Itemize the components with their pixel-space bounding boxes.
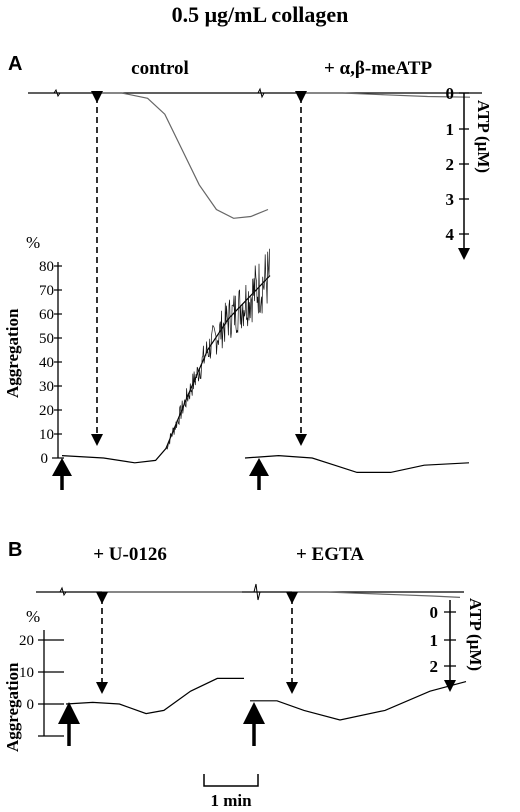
svg-text:50: 50 xyxy=(39,331,54,347)
panel-b-aggregation-trace-u0126 xyxy=(65,677,244,715)
panel-a-aggregation-unit: % xyxy=(26,233,40,252)
svg-text:4: 4 xyxy=(446,225,455,244)
panel-b-collagen-arrow-u0126 xyxy=(58,702,80,746)
panel-a-atp-tick: 4 xyxy=(446,225,469,244)
panel-b-aggregation-unit: % xyxy=(26,607,40,626)
panel-b-atp-trace-egta xyxy=(292,591,461,598)
panel-a-condition-right: + α,β-meATP xyxy=(324,58,433,79)
panel-b-atp-injection-artifact-right xyxy=(253,583,261,601)
panel-a-aggregation-axis-label: Aggregation xyxy=(3,308,22,398)
panel-b-aggregation-tick: 20 xyxy=(19,633,64,649)
svg-text:20: 20 xyxy=(39,403,54,419)
panel-a-aggregation-tick: 70 xyxy=(39,283,62,299)
panel-a-label: A xyxy=(8,53,22,75)
panel-a-aggregation-trace-meatp xyxy=(244,454,470,473)
panel-b-collagen-arrow-egta xyxy=(243,702,265,746)
panel-a-atp-axis-label: ATP (μM) xyxy=(474,100,493,173)
panel-a-atp-trace-meatp xyxy=(300,92,471,98)
panel-a-atp-trace-control xyxy=(96,92,269,219)
panel-a-aggregation-tick: 60 xyxy=(39,307,62,323)
panel-b-atp-tick: 0 xyxy=(430,603,456,622)
svg-text:2: 2 xyxy=(430,657,439,676)
svg-text:0: 0 xyxy=(446,84,455,103)
svg-text:1: 1 xyxy=(430,631,439,650)
scale-bar-label: 1 min xyxy=(210,791,252,810)
panel-b-condition-right: + EGTA xyxy=(296,544,364,565)
panel-b-aggregation-tick: 0 xyxy=(27,697,64,713)
svg-text:10: 10 xyxy=(39,427,54,443)
svg-text:2: 2 xyxy=(446,155,455,174)
svg-text:80: 80 xyxy=(39,259,54,275)
panel-a-aggregation-tick: 50 xyxy=(39,331,62,347)
scale-bar xyxy=(203,774,259,787)
panel-a-aggregation-noise-control xyxy=(165,248,270,450)
panel-a-aggregation-tick: 10 xyxy=(39,427,62,443)
panel-b-aggregation-trace-egta xyxy=(250,681,467,721)
panel-b-condition-left: + U-0126 xyxy=(93,544,167,565)
svg-text:10: 10 xyxy=(19,665,34,681)
svg-text:3: 3 xyxy=(446,190,455,209)
svg-text:70: 70 xyxy=(39,283,54,299)
panel-a-collagen-arrow-control xyxy=(52,458,72,490)
svg-text:0: 0 xyxy=(430,603,439,622)
panel-a-atp-tick: 3 xyxy=(446,190,469,209)
svg-text:0: 0 xyxy=(41,451,49,467)
svg-text:20: 20 xyxy=(19,633,34,649)
panel-a-atp-tick: 2 xyxy=(446,155,469,174)
panel-a-atp-injection-artifact-right xyxy=(257,87,265,99)
panel-b-atp-tick: 2 xyxy=(430,657,456,676)
panel-a-atp-tick: 1 xyxy=(446,120,469,139)
panel-a-collagen-arrow-meatp xyxy=(249,458,269,490)
panel-a-aggregation-tick: 20 xyxy=(39,403,62,419)
panel-b-atp-tick: 1 xyxy=(430,631,456,650)
panel-a-atp-injection-artifact-left xyxy=(53,88,61,98)
panel-b-atp-axis-label: ATP (μM) xyxy=(466,598,485,671)
svg-text:1: 1 xyxy=(446,120,455,139)
panel-a-aggregation-tick: 30 xyxy=(39,379,62,395)
panel-b-label: B xyxy=(8,539,22,561)
panel-a-aggregation-tick: 80 xyxy=(39,259,62,275)
panel-b-atp-injection-artifact-left xyxy=(59,586,67,597)
svg-text:30: 30 xyxy=(39,379,54,395)
panel-b-aggregation-axis-label: Aggregation xyxy=(3,662,22,752)
panel-a-aggregation-tick: 40 xyxy=(39,355,62,371)
svg-text:40: 40 xyxy=(39,355,54,371)
figure-title: 0.5 μg/mL collagen xyxy=(172,2,349,27)
panel-a-atp-tick: 0 xyxy=(446,84,469,103)
svg-text:60: 60 xyxy=(39,307,54,323)
panel-b-aggregation-tick: 10 xyxy=(19,665,64,681)
panel-a-condition-left: control xyxy=(131,58,189,79)
svg-text:0: 0 xyxy=(27,697,35,713)
